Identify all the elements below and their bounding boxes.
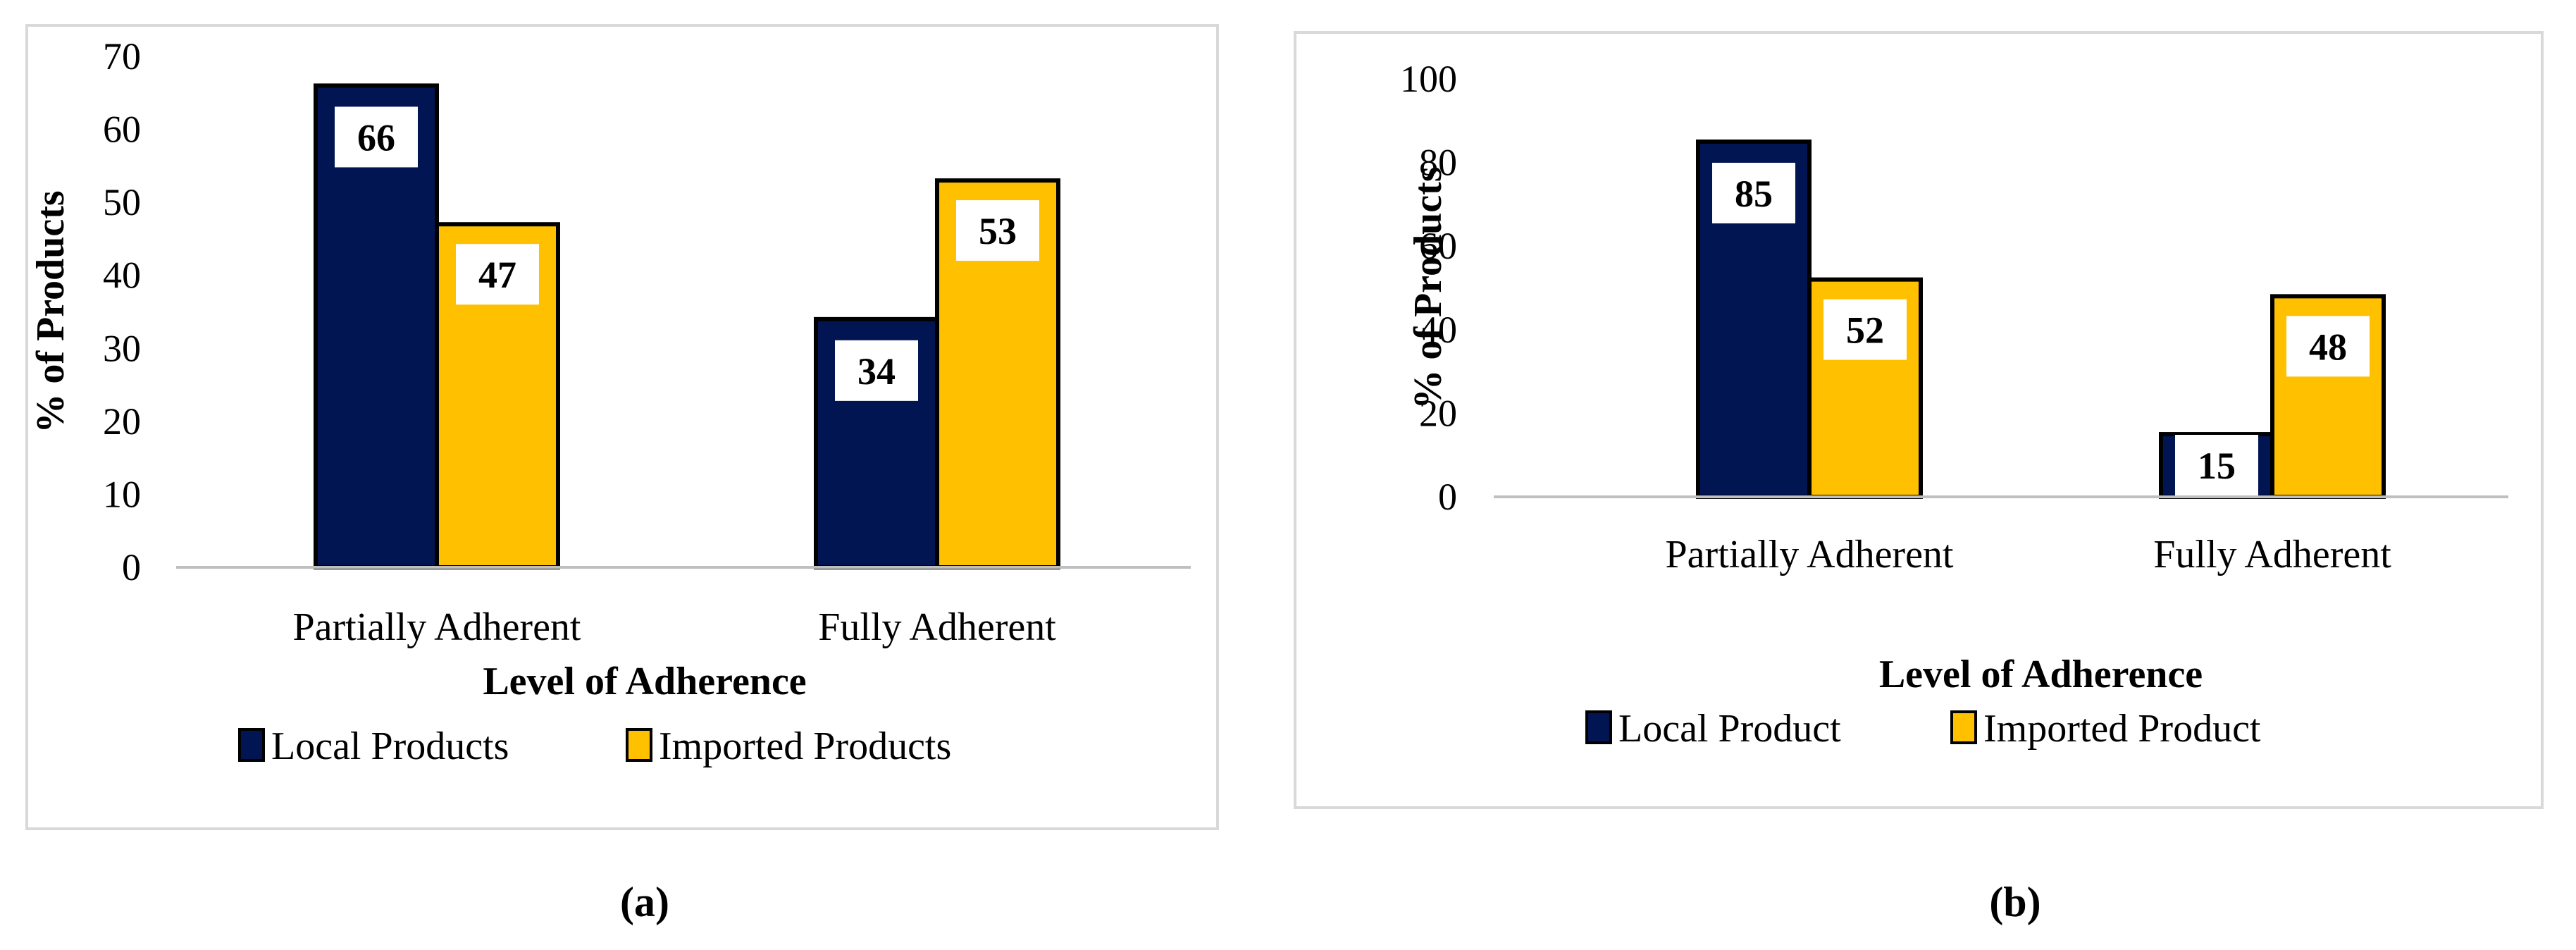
legend-label-imported: Imported Products <box>659 724 951 768</box>
panel-caption: (a) <box>620 879 669 925</box>
y-tick-label: 50 <box>103 181 141 223</box>
y-tick-label: 80 <box>1419 142 1457 184</box>
data-label: 34 <box>857 350 896 393</box>
x-category-label: Fully Adherent <box>818 605 1056 649</box>
y-tick-label: 70 <box>103 35 141 78</box>
y-tick-label: 100 <box>1400 58 1457 100</box>
y-tick-label: 0 <box>122 546 141 588</box>
data-label-box <box>2286 316 2370 377</box>
data-label-box <box>1823 299 1907 360</box>
chart-panel-b: 0 20 40 60 80 100 % of Products 85 52 Partially A… <box>1294 31 2544 925</box>
data-label-box <box>1712 162 1795 223</box>
y-tick-label: 30 <box>103 327 141 369</box>
data-label-box <box>956 200 1039 261</box>
y-axis-title: % of Products <box>1406 166 1450 409</box>
y-tick-label: 40 <box>103 254 141 297</box>
data-label-box <box>456 244 539 305</box>
y-tick-label: 20 <box>103 400 141 443</box>
x-category-label: Partially Adherent <box>1665 533 1953 576</box>
data-label: 47 <box>478 254 516 296</box>
data-label-box <box>835 340 918 401</box>
x-axis-title: Level of Adherence <box>1879 653 2203 696</box>
data-label: 53 <box>979 210 1017 252</box>
data-label: 15 <box>2198 445 2236 487</box>
data-label-box <box>335 106 418 168</box>
x-axis-title: Level of Adherence <box>483 660 806 703</box>
legend-swatch-local <box>1585 710 1612 744</box>
chart-frame <box>1294 31 2544 809</box>
chart-frame <box>25 24 1219 830</box>
legend-swatch-imported <box>1950 710 1977 744</box>
data-label: 66 <box>357 116 395 159</box>
panel-caption: (b) <box>1989 879 2041 925</box>
legend-label-local: Local Product <box>1618 707 1841 751</box>
y-tick-label: 20 <box>1419 392 1457 434</box>
y-tick-label: 60 <box>103 109 141 151</box>
legend-swatch-imported <box>626 728 652 762</box>
data-label: 85 <box>1735 173 1773 215</box>
y-tick-label: 40 <box>1419 309 1457 351</box>
legend-label-imported: Imported Product <box>1983 707 2261 751</box>
data-label: 48 <box>2309 326 2347 368</box>
y-tick-label: 0 <box>1438 476 1457 518</box>
data-label-box <box>2175 435 2258 495</box>
y-tick-label: 10 <box>103 473 141 515</box>
data-label: 52 <box>1846 309 1884 352</box>
legend-swatch-local <box>238 728 265 762</box>
x-category-label: Fully Adherent <box>2153 533 2391 576</box>
chart-panel-a: 0 10 20 30 40 50 60 70 % of Products 66 47 Partiall… <box>25 24 1219 925</box>
y-tick-label: 60 <box>1419 225 1457 267</box>
x-category-label: Partially Adherent <box>292 605 581 649</box>
y-axis-title: % of Products <box>29 190 73 433</box>
legend-label-local: Local Products <box>271 724 509 768</box>
